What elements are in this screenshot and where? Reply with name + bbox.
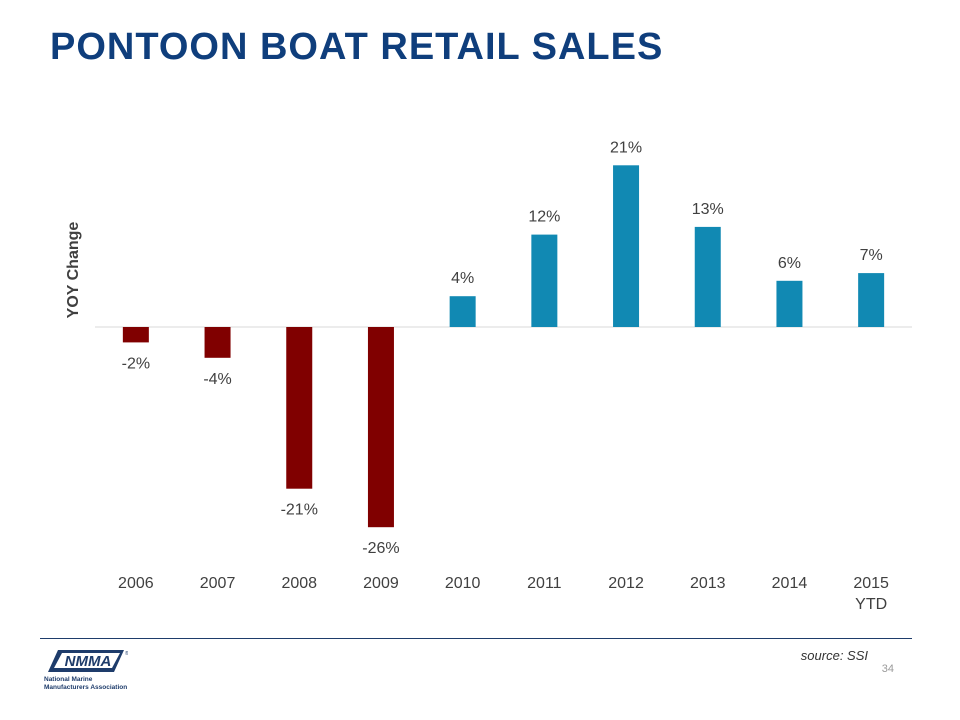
data-label: -21% [281, 502, 318, 519]
data-label: 12% [528, 209, 560, 226]
page-number: 34 [881, 663, 894, 675]
data-label: -26% [362, 540, 399, 557]
x-tick-label: 2015 YTD [853, 575, 889, 613]
x-tick-label: 2006 [118, 575, 154, 592]
data-label: 4% [451, 270, 474, 287]
registered-mark: ® [125, 650, 128, 657]
bar-2006 [122, 327, 149, 343]
x-tick-label: 2008 [281, 575, 317, 592]
y-axis-title: YOY Change [65, 222, 82, 319]
bar-2008 [286, 327, 313, 489]
source-note: source: SSI [800, 648, 868, 663]
data-label: -2% [122, 355, 150, 372]
nmma-logo: NMMA ® National Marine Manufacturers Ass… [44, 646, 129, 694]
data-label: 21% [610, 139, 642, 156]
data-label: 13% [692, 201, 724, 218]
data-label: 7% [860, 247, 883, 264]
data-label: 6% [778, 255, 801, 272]
bar-2013 [694, 226, 721, 327]
bar-2015-ytd [858, 273, 885, 327]
x-tick-label: 2010 [445, 575, 481, 592]
bar-2009 [367, 327, 394, 528]
x-tick-label: 2012 [608, 575, 644, 592]
bar-2014 [776, 280, 803, 327]
x-tick-label: 2009 [363, 575, 399, 592]
nmma-wordmark: NMMA [65, 653, 112, 670]
x-tick-label: 2011 [527, 575, 562, 592]
bar-2010 [449, 296, 476, 327]
bar-2012 [613, 165, 640, 327]
x-tick-label: 2014 [772, 575, 808, 592]
bar-2011 [531, 234, 558, 327]
data-label: -4% [203, 371, 231, 388]
footer-divider [40, 638, 912, 639]
x-tick-label: 2007 [200, 575, 236, 592]
x-tick-label: 2013 [690, 575, 726, 592]
bar-2007 [204, 327, 231, 358]
logo-line-1: National Marine [44, 676, 93, 683]
nmma-logo-mark: NMMA ® [48, 650, 129, 672]
slide-title: PONTOON BOAT RETAIL SALES [50, 26, 664, 68]
logo-line-2: Manufacturers Association [44, 684, 128, 691]
